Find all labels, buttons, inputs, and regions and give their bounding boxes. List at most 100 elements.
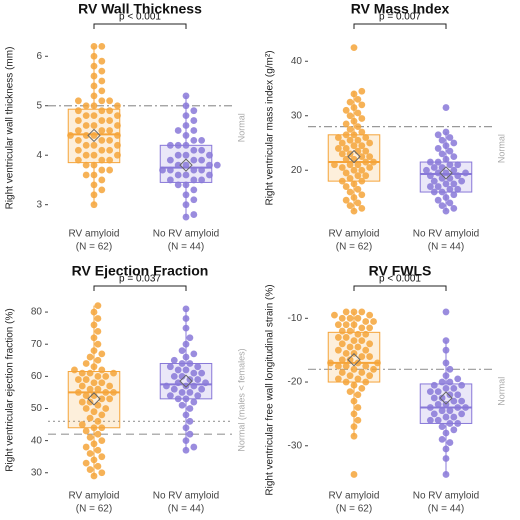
data-point xyxy=(98,67,106,75)
data-point xyxy=(358,177,366,185)
data-point xyxy=(350,432,358,440)
data-point xyxy=(446,199,454,207)
data-point xyxy=(90,92,98,100)
data-point xyxy=(442,471,450,478)
data-point xyxy=(98,117,106,124)
data-point xyxy=(182,92,190,100)
data-point xyxy=(90,181,98,189)
data-point xyxy=(166,363,174,371)
data-point xyxy=(74,156,82,164)
data-point xyxy=(354,375,362,383)
data-point xyxy=(90,456,98,464)
y-tick-label: 5 xyxy=(36,100,42,111)
data-point xyxy=(198,385,206,393)
data-point xyxy=(358,191,366,199)
data-point xyxy=(338,356,346,364)
y-tick-label: -10 xyxy=(288,313,303,324)
data-point xyxy=(354,330,362,338)
data-point xyxy=(182,122,190,129)
data-point xyxy=(346,372,354,380)
data-point xyxy=(346,388,354,395)
data-point xyxy=(362,318,370,325)
data-point xyxy=(338,340,346,348)
data-point xyxy=(434,400,442,408)
data-point xyxy=(78,369,86,377)
data-point xyxy=(350,104,358,111)
data-point xyxy=(358,204,366,212)
y-tick-label: 50 xyxy=(31,403,43,414)
data-point xyxy=(338,177,346,185)
data-point xyxy=(182,340,190,348)
data-point xyxy=(98,379,106,387)
x-tick-label: RV amyloid xyxy=(69,491,120,502)
y-tick-label: 30 xyxy=(291,110,303,121)
data-point xyxy=(86,450,94,457)
data-point xyxy=(426,183,434,190)
data-point xyxy=(190,186,198,194)
data-point xyxy=(190,369,198,377)
significance-bracket xyxy=(93,23,187,29)
mean-marker xyxy=(87,128,101,143)
data-point xyxy=(86,398,94,406)
data-point xyxy=(454,161,462,169)
data-point xyxy=(342,131,350,139)
data-point xyxy=(370,365,377,373)
data-point xyxy=(82,122,90,129)
data-point xyxy=(182,424,190,432)
data-point xyxy=(338,164,346,171)
data-point xyxy=(366,353,374,360)
data-point xyxy=(190,117,198,124)
data-point xyxy=(442,308,450,316)
data-point xyxy=(90,171,98,179)
data-point xyxy=(462,169,469,177)
data-point xyxy=(442,337,450,345)
data-point xyxy=(342,321,350,329)
x-tick-sublabel: (N = 62) xyxy=(336,242,372,253)
data-point xyxy=(98,97,106,105)
mean-marker xyxy=(439,166,453,180)
data-point xyxy=(438,423,446,431)
mean-marker xyxy=(347,353,361,367)
data-point xyxy=(182,213,190,221)
data-point xyxy=(342,378,350,386)
x-tick-label: No RV amyloid xyxy=(413,491,480,502)
x-tick-sublabel: (N = 62) xyxy=(336,504,372,515)
data-point xyxy=(98,411,106,419)
data-point xyxy=(98,146,106,154)
data-point xyxy=(198,369,206,377)
data-point xyxy=(90,42,98,50)
data-point xyxy=(350,471,358,478)
x-tick-sublabel: (N = 44) xyxy=(168,504,204,515)
data-point xyxy=(438,202,446,210)
data-point xyxy=(82,141,90,149)
data-point xyxy=(358,369,366,376)
data-point xyxy=(366,311,374,319)
data-point xyxy=(358,115,366,122)
data-point xyxy=(90,379,98,387)
panel: RV FWLS Right ventricular free wall longi… xyxy=(265,263,507,515)
data-point xyxy=(194,376,202,383)
data-point xyxy=(182,141,190,149)
data-point xyxy=(354,314,362,322)
data-point xyxy=(78,382,86,390)
data-point xyxy=(114,151,121,159)
data-point xyxy=(74,117,82,124)
data-point xyxy=(350,44,358,52)
data-point xyxy=(358,153,366,161)
data-point xyxy=(98,156,106,164)
data-point xyxy=(82,102,90,110)
data-point xyxy=(430,410,438,418)
data-point xyxy=(114,102,121,110)
data-point xyxy=(90,141,98,149)
data-point xyxy=(166,392,174,400)
data-point xyxy=(198,136,206,144)
data-point xyxy=(338,150,346,158)
data-point xyxy=(71,366,78,374)
data-point xyxy=(442,385,450,392)
data-point xyxy=(350,365,358,373)
data-point xyxy=(430,188,438,196)
data-point xyxy=(114,141,121,149)
data-point xyxy=(350,423,358,431)
data-point xyxy=(90,82,98,90)
panel: RV Ejection Fraction Right ventricular ej… xyxy=(5,263,247,515)
